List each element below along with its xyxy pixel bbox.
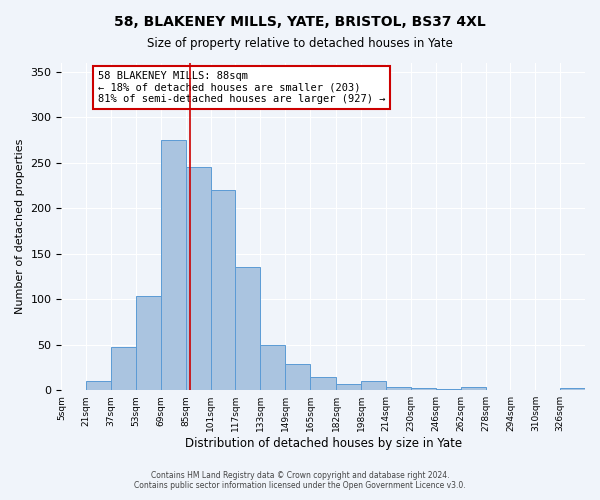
X-axis label: Distribution of detached houses by size in Yate: Distribution of detached houses by size … — [185, 437, 462, 450]
Bar — [310, 376, 337, 390]
Bar — [411, 388, 436, 390]
Bar — [111, 348, 136, 390]
Bar — [361, 381, 386, 390]
Bar — [136, 296, 161, 390]
Text: Size of property relative to detached houses in Yate: Size of property relative to detached ho… — [147, 38, 453, 51]
Bar — [161, 140, 185, 390]
Bar — [260, 344, 285, 390]
Bar — [211, 190, 235, 390]
Bar — [86, 381, 111, 390]
Bar — [185, 167, 211, 390]
Bar — [337, 384, 361, 390]
Y-axis label: Number of detached properties: Number of detached properties — [15, 138, 25, 314]
Bar — [386, 388, 411, 390]
Text: Contains HM Land Registry data © Crown copyright and database right 2024.
Contai: Contains HM Land Registry data © Crown c… — [134, 470, 466, 490]
Bar — [235, 268, 260, 390]
Bar — [560, 388, 585, 390]
Text: 58, BLAKENEY MILLS, YATE, BRISTOL, BS37 4XL: 58, BLAKENEY MILLS, YATE, BRISTOL, BS37 … — [114, 15, 486, 29]
Bar — [285, 364, 310, 390]
Text: 58 BLAKENEY MILLS: 88sqm
← 18% of detached houses are smaller (203)
81% of semi-: 58 BLAKENEY MILLS: 88sqm ← 18% of detach… — [98, 70, 386, 104]
Bar — [461, 388, 485, 390]
